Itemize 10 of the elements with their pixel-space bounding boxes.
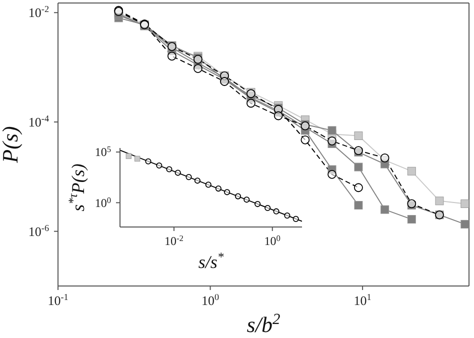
y-tick-label: 10$^{-2}$ [28, 4, 50, 20]
y-tick-label: 10$^{-6}$ [28, 222, 50, 239]
x-tick-label: 10$^{1}$ [354, 292, 372, 308]
x-axis-title: s/s$^{*}$ [198, 250, 224, 272]
y-axis-title: P(s) [0, 126, 23, 164]
x-axis-title: s/b$^{2}$ [246, 310, 280, 337]
y-tick-label: 10$^{5}$ [94, 144, 111, 160]
y-tick-label: 10$^{-4}$ [28, 114, 50, 130]
x-tick-label: 10$^{0}$ [202, 292, 220, 308]
x-tick-label: 10$^{-1}$ [48, 292, 68, 308]
